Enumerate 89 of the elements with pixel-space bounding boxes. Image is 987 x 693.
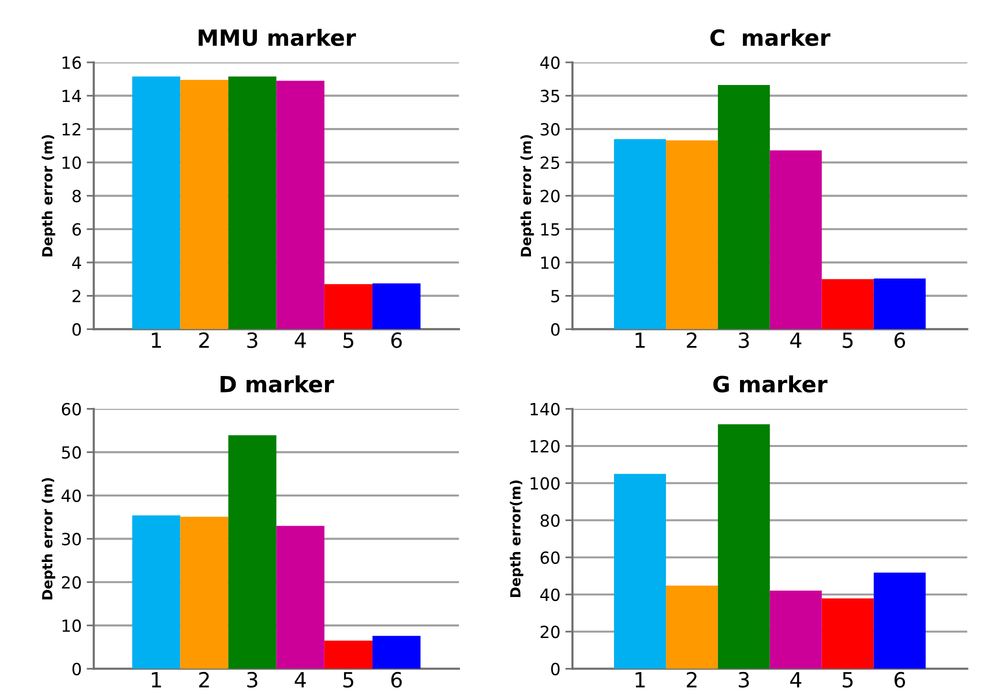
y-tick-label: 10 [62,156,81,169]
bar [666,140,718,330]
y-tick-label: 8 [72,190,81,202]
x-tick-label: 3 [738,332,749,348]
x-tick-label: 6 [894,332,906,348]
y-tick-label: 14 [62,90,82,102]
x-tick-label: 3 [738,672,749,688]
chart-title: MMU marker [198,28,356,46]
y-tick-label: 120 [530,440,560,453]
bar [228,435,276,669]
x-tick-label: 4 [294,332,306,348]
bar [770,150,822,330]
x-tick-label: 5 [842,672,853,688]
y-tick-label: 100 [530,477,560,490]
y-tick-label: 35 [540,90,560,102]
x-tick-label: 2 [199,672,209,688]
y-tick-label: 5 [551,290,560,302]
y-tick-label: 60 [540,551,560,564]
y-tick-label: 10 [541,256,560,270]
y-tick-label: 50 [62,446,81,459]
bar [770,590,822,669]
y-tick-label: 140 [530,402,560,416]
bar [874,278,926,330]
x-tick-label: 2 [686,672,696,688]
x-tick-label: 4 [790,332,802,348]
bar [614,474,666,669]
y-tick-label: 30 [62,532,81,546]
x-tick-label: 4 [294,672,306,688]
y-tick-label: 2 [72,290,80,302]
y-tick-label: 20 [540,190,560,202]
chart-title: D marker [220,375,334,393]
y-tick-label: 16 [62,56,81,69]
y-tick-label: 0 [551,323,560,336]
bar [666,586,718,669]
y-tick-label: 6 [72,223,81,236]
bar [228,76,276,330]
y-tick-label: 25 [540,156,560,169]
x-tick-label: 1 [636,672,645,688]
x-tick-label: 1 [152,332,161,348]
x-tick-label: 2 [199,332,209,348]
y-tick-label: 15 [541,223,560,236]
x-tick-label: 5 [842,332,853,348]
y-tick-label: 40 [540,588,560,602]
x-tick-label: 5 [343,332,354,348]
y-tick-label: 12 [62,123,80,136]
x-tick-label: 1 [636,332,645,348]
bar [276,80,324,330]
y-axis-title: Depth error (m) [520,135,534,256]
y-tick-label: 40 [62,489,81,502]
bar [132,515,180,669]
y-tick-label: 10 [62,619,81,632]
x-tick-label: 6 [391,332,402,348]
y-tick-label: 60 [62,402,81,416]
bar [822,279,874,330]
bar [324,284,372,330]
bar [718,424,770,669]
chart-title: C marker [710,28,830,46]
bar [180,80,228,330]
x-tick-label: 5 [343,672,354,688]
y-tick-label: 80 [540,514,560,527]
bar [132,76,180,330]
bar [324,640,372,669]
y-axis-title: Depth error (m) [42,135,56,256]
x-tick-label: 4 [790,672,802,688]
bar [874,572,926,669]
y-tick-label: 0 [551,662,560,676]
y-tick-label: 30 [540,123,560,136]
y-tick-label: 0 [72,662,81,676]
y-tick-label: 0 [72,323,81,336]
x-tick-label: 6 [894,672,906,688]
y-tick-label: 4 [72,256,82,269]
bar [718,85,770,330]
bar [180,516,228,669]
chart-title: G marker [713,375,828,393]
y-tick-label: 20 [62,576,81,589]
y-axis-title: Depth error (m) [42,478,56,600]
x-tick-label: 2 [686,332,696,348]
y-tick-label: 40 [540,56,560,69]
bar [822,598,874,669]
bar [614,139,666,330]
bar [372,636,421,669]
x-tick-label: 6 [391,672,402,688]
bar [372,283,421,330]
x-tick-label: 3 [247,672,258,688]
x-tick-label: 1 [152,672,161,688]
x-tick-label: 3 [247,332,258,348]
y-axis-title: Depth error(m) [510,480,524,597]
bar [276,526,324,669]
y-tick-label: 20 [540,626,560,638]
